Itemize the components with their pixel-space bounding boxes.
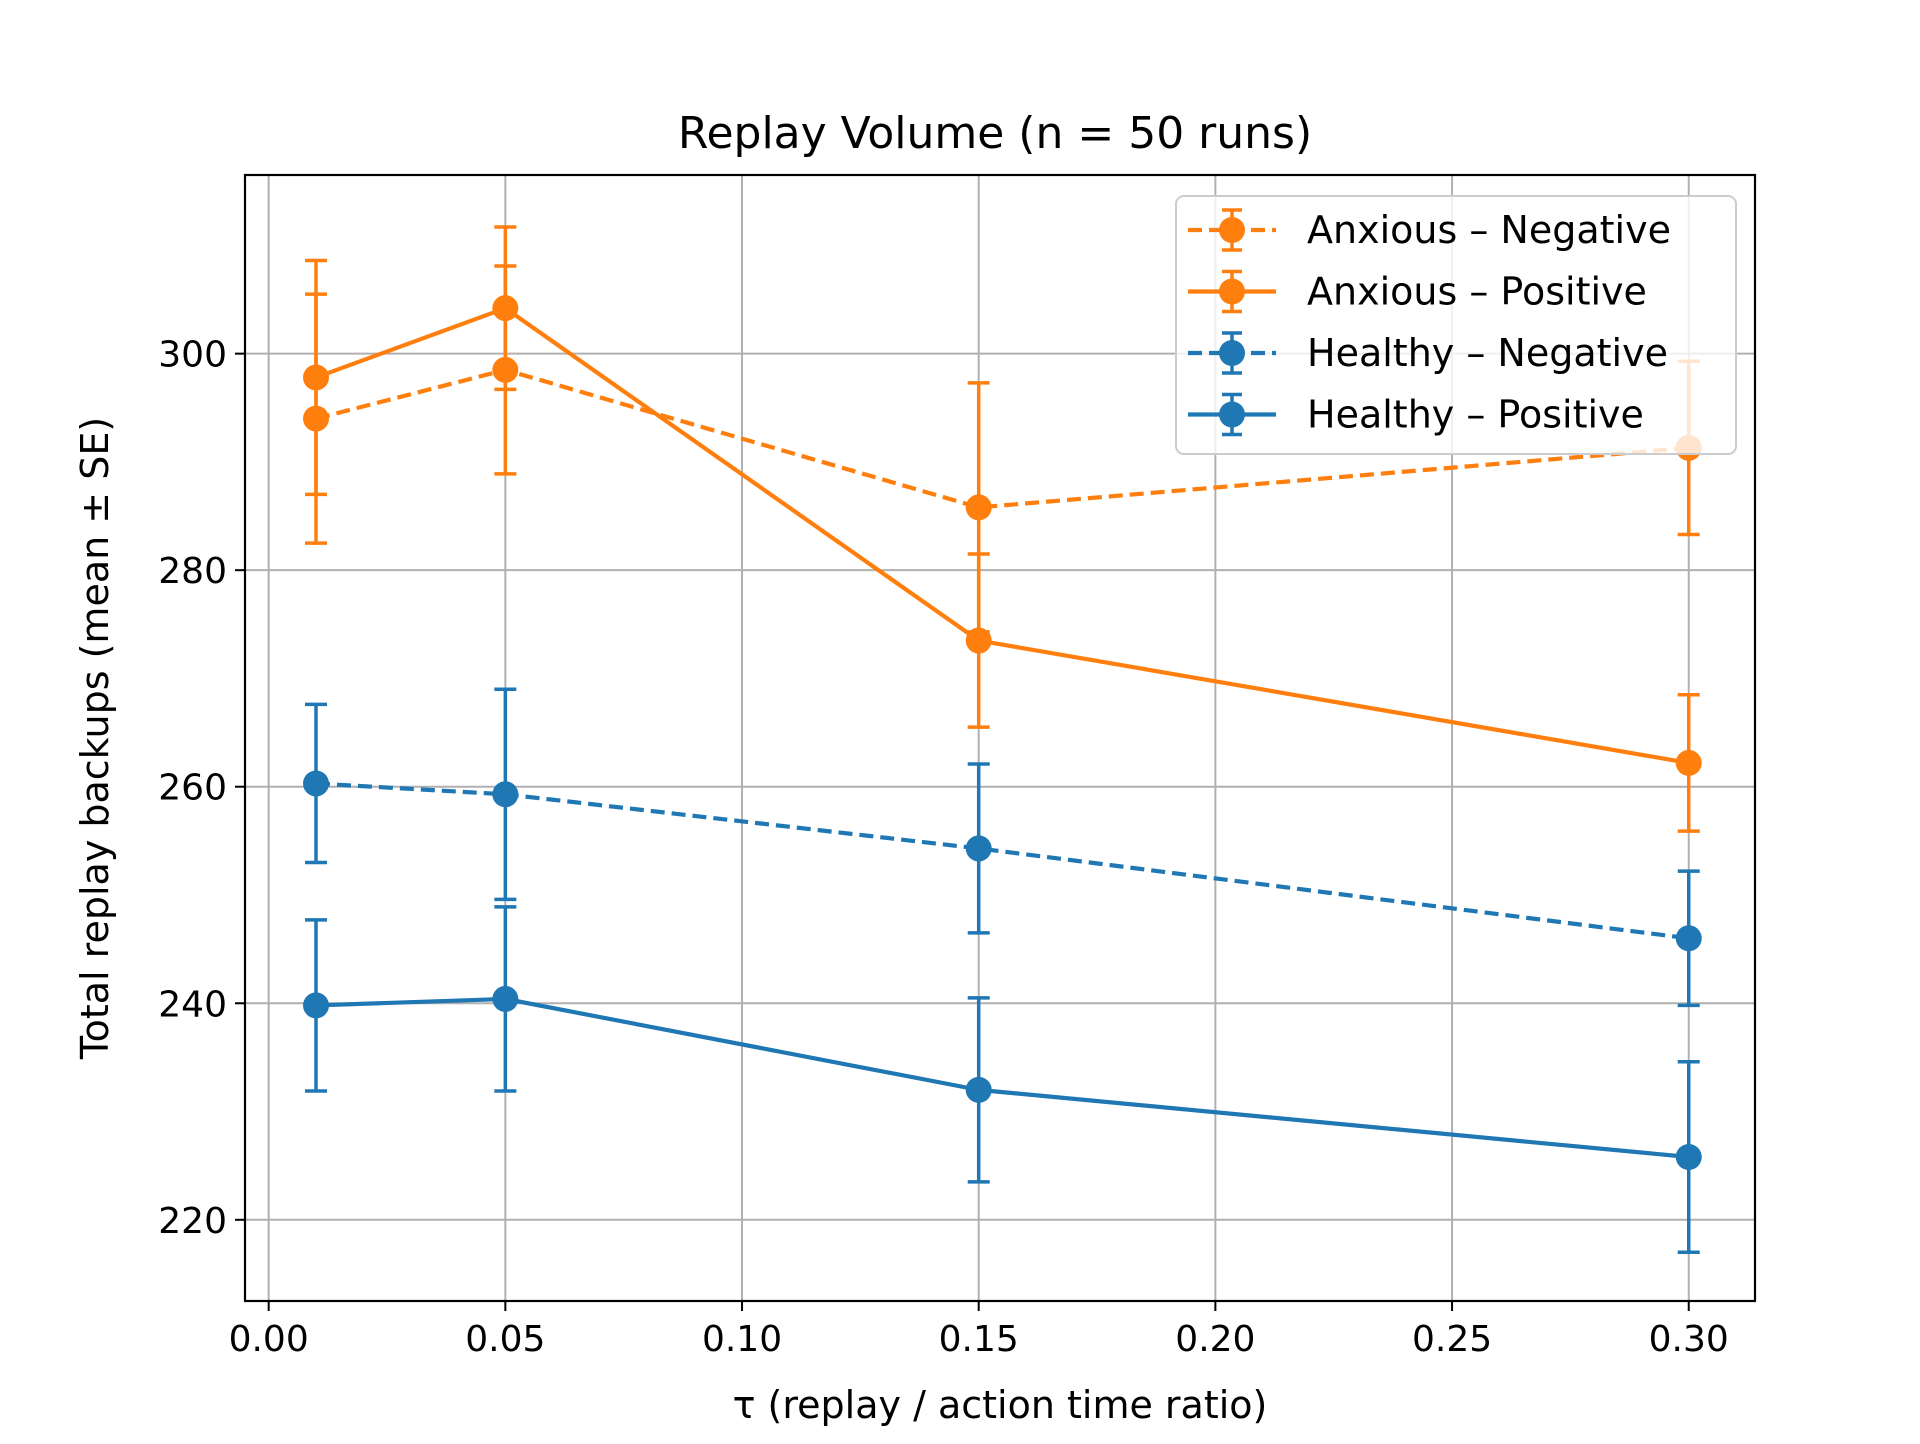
x-tick-label: 0.20 <box>1175 1319 1255 1360</box>
series <box>303 905 1702 1255</box>
y-tick-label: 300 <box>158 335 227 376</box>
y-tick-label: 260 <box>158 768 227 809</box>
legend-label: Healthy – Positive <box>1307 393 1644 437</box>
data-point <box>965 835 992 862</box>
series-group <box>303 225 1702 1255</box>
plot-frame <box>243 173 1757 1303</box>
x-tick-label: 0.10 <box>702 1319 782 1360</box>
y-axis: 220 240 260 280 300 <box>158 335 245 1242</box>
data-point <box>492 781 519 808</box>
data-point <box>1675 749 1702 776</box>
data-point <box>965 1076 992 1103</box>
data-point <box>303 992 330 1019</box>
data-point <box>492 985 519 1012</box>
x-tick-label: 0.15 <box>939 1319 1019 1360</box>
legend-frame <box>1175 195 1737 455</box>
legend-marker <box>1219 340 1245 366</box>
x-tick-label: 0.05 <box>465 1319 545 1360</box>
x-tick-label: 0.00 <box>229 1319 309 1360</box>
data-point <box>965 494 992 521</box>
y-tick-label: 240 <box>158 984 227 1025</box>
x-axis: 0.00 0.05 0.10 0.15 0.20 0.25 0.30 <box>229 1301 1729 1360</box>
series <box>303 687 1702 1008</box>
data-point <box>1675 1144 1702 1171</box>
data-point <box>303 770 330 797</box>
legend-marker <box>1219 401 1245 428</box>
series-line <box>315 781 1689 941</box>
y-tick-label: 220 <box>158 1201 227 1242</box>
y-tick-label: 280 <box>158 551 227 592</box>
series-line <box>315 996 1689 1160</box>
legend-label: Anxious – Negative <box>1307 208 1671 252</box>
y-axis-label: Total replay backups (mean ± SE) <box>73 417 117 1060</box>
series-line <box>315 306 1690 765</box>
x-tick-label: 0.30 <box>1649 1319 1729 1360</box>
data-point <box>965 627 992 654</box>
series <box>303 225 1702 833</box>
series-line <box>315 367 1689 510</box>
legend-label: Healthy – Negative <box>1307 331 1668 375</box>
x-axis-label: τ (replay / action time ratio) <box>733 1383 1268 1427</box>
data-point <box>492 295 519 322</box>
legend-marker <box>1219 278 1245 305</box>
legend: Anxious – Negative Anxious – Positive Heal… <box>1175 195 1737 455</box>
legend-marker <box>1219 217 1245 243</box>
legend-label: Anxious – Positive <box>1307 270 1647 314</box>
x-tick-label: 0.25 <box>1412 1319 1492 1360</box>
data-point <box>1675 925 1702 952</box>
chart-title: Replay Volume (n = 50 runs) <box>678 108 1312 159</box>
data-point <box>303 364 330 391</box>
